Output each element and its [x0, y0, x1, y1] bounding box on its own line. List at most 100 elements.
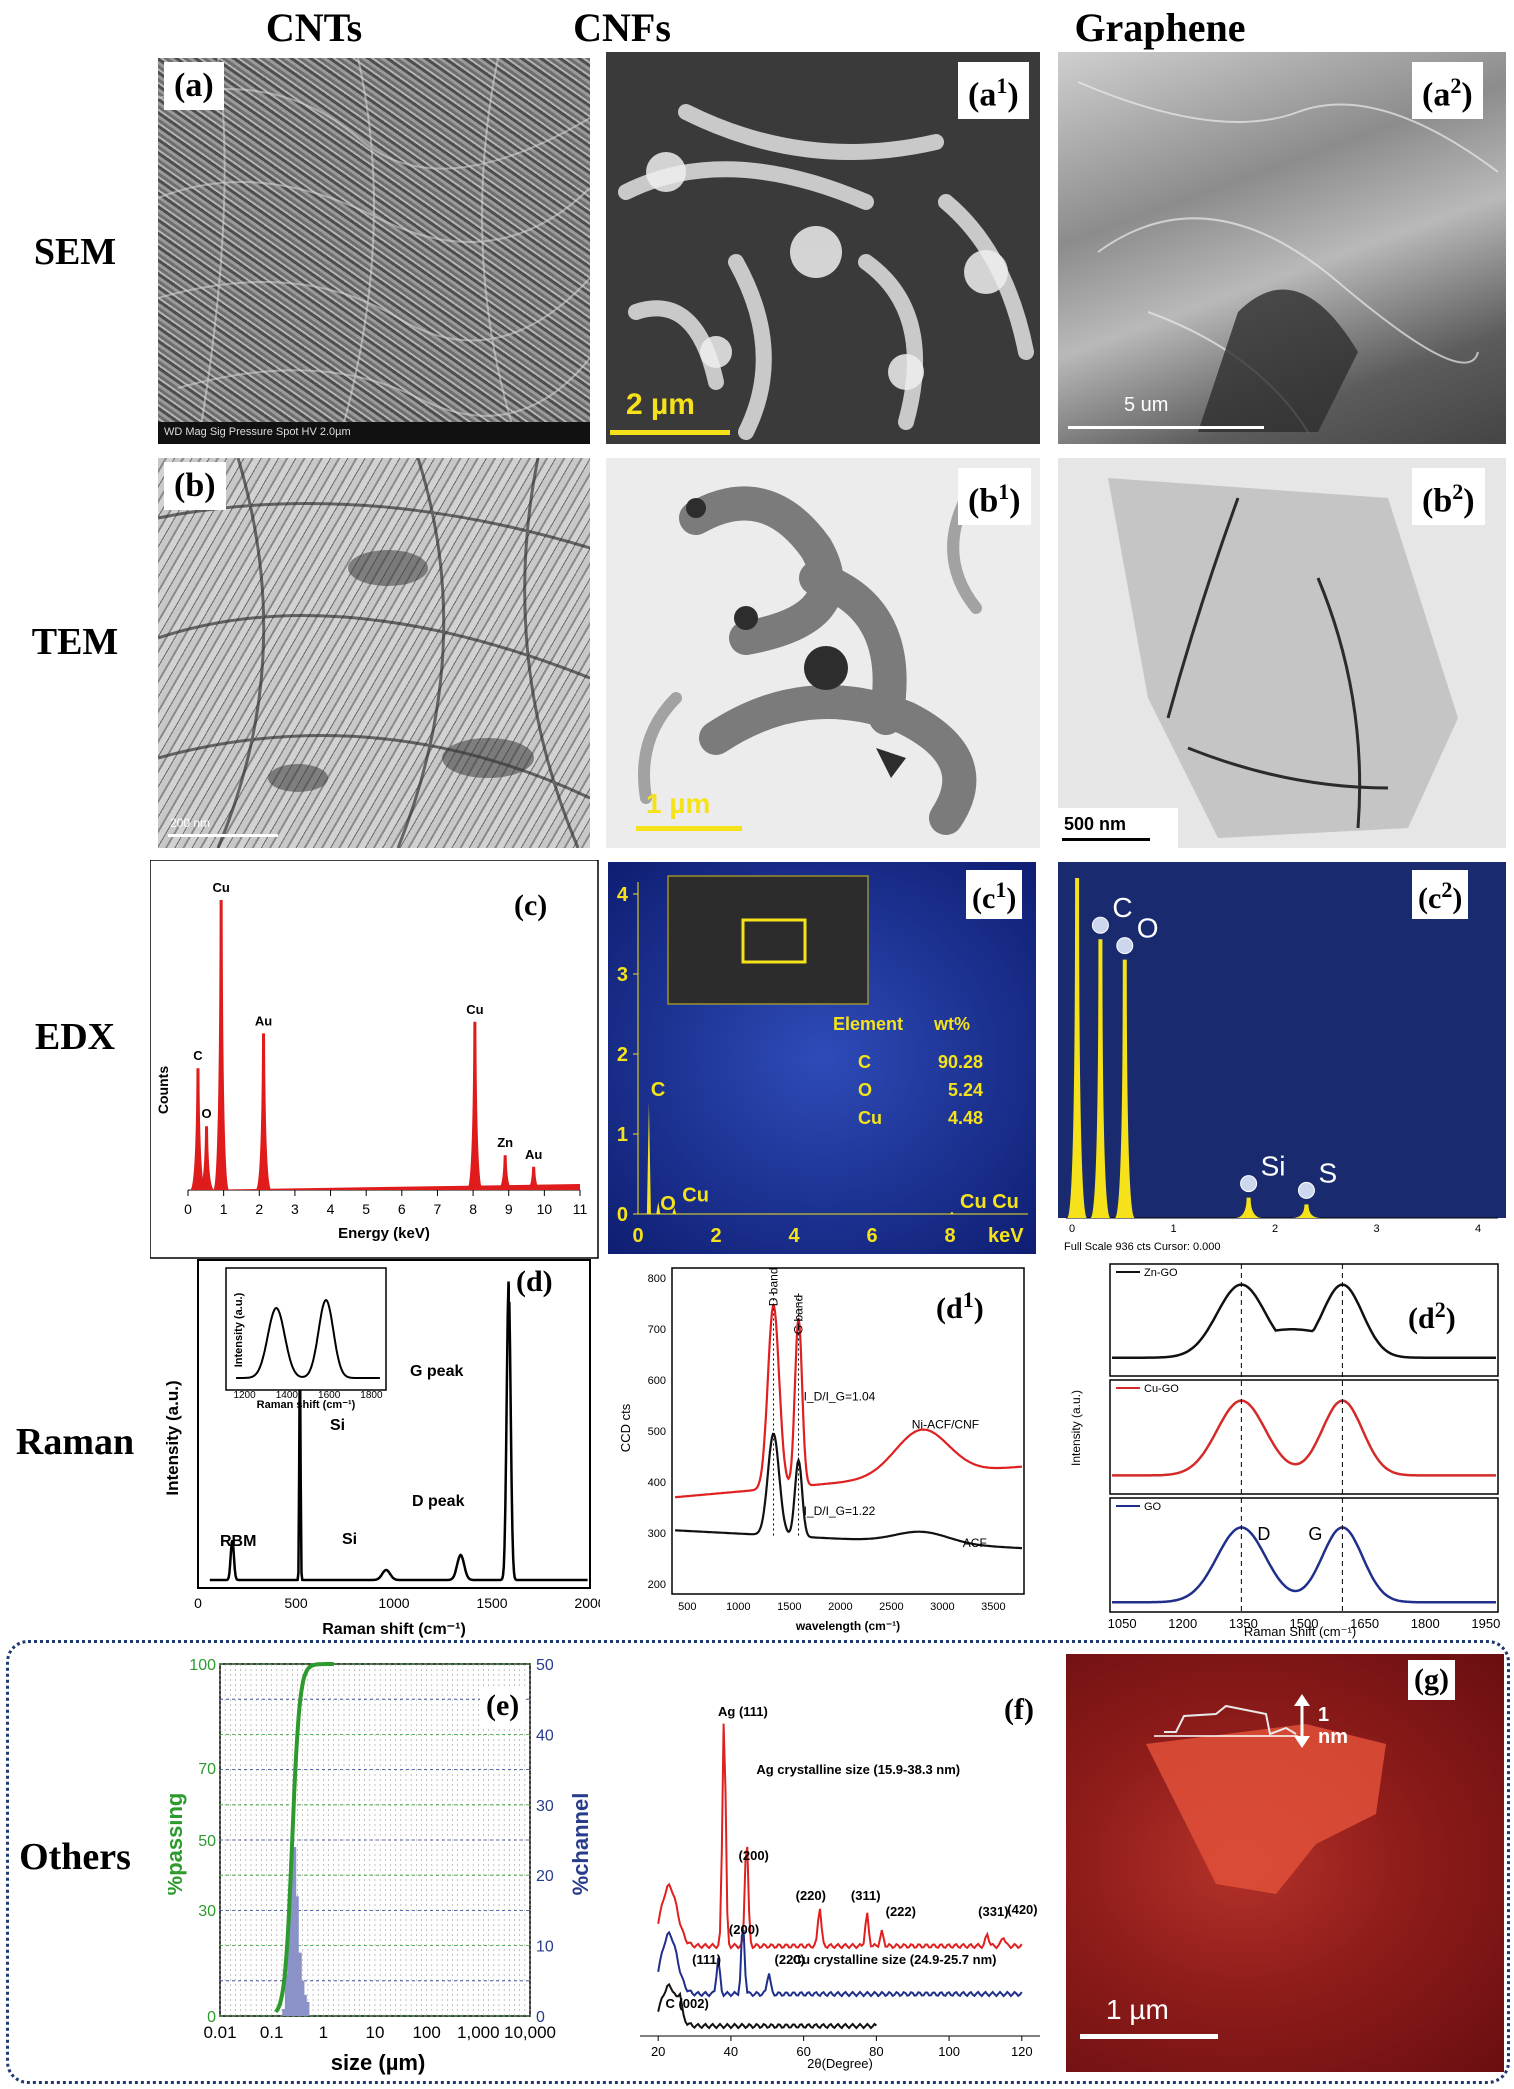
chart-d1-series-acf	[674, 1432, 1022, 1550]
chart-c-peak	[189, 1068, 206, 1190]
chart-d-ylabel: Intensity (a.u.)	[163, 1380, 182, 1495]
chart-d2-subpanel	[1109, 1497, 1499, 1613]
chart-e-xtick-label: 0.1	[260, 2023, 284, 2042]
chart-e-ytick-label: 70	[198, 1761, 216, 1778]
panel-label-a: (a)	[164, 62, 224, 110]
scalebar-b2	[1062, 838, 1150, 841]
chart-c2-peak	[1292, 1204, 1321, 1218]
chart-d2-xtick-label: 1350	[1229, 1616, 1258, 1631]
chart-d-inset	[225, 1267, 387, 1391]
chart-f-peak-label: C (002)	[665, 1996, 708, 2011]
chart-f-series-c	[657, 1982, 878, 2030]
chart-c2-peak-label: C	[1112, 892, 1132, 923]
chart-c2-xtick-label: 4	[1475, 1223, 1481, 1235]
chart-d-xtick-label: 0	[194, 1595, 202, 1611]
chart-c1-peak-label: O	[660, 1193, 676, 1215]
chart-c2-peak-label: S	[1318, 1157, 1337, 1188]
chart-f-peak-label: (311)	[851, 1888, 881, 1903]
chart-d2-series-line	[1112, 1399, 1496, 1477]
chart-f-peak-label: (220)	[775, 1952, 805, 1967]
chart-c2-peak	[1090, 939, 1111, 1218]
chart-f-xtick-label: 60	[796, 2044, 810, 2059]
chart-c1-xtick-label: 2	[710, 1225, 721, 1247]
chart-d1-xtick-label: 1500	[777, 1601, 801, 1613]
scalebar-label-g: 1 µm	[1106, 1994, 1169, 2025]
chart-f-peak-label: Ag (111)	[718, 1704, 768, 1719]
sem-info-bar: WD Mag Sig Pressure Spot HV 2.0µm	[158, 422, 590, 444]
chart-d2-xtick-label: 1050	[1108, 1616, 1137, 1631]
chart-c2-peak-marker	[1091, 916, 1109, 934]
panel-label-d1: (d1)	[930, 1280, 990, 1329]
chart-e-ytick-label: 0	[207, 2009, 216, 2026]
panel-label-b1: (b1)	[958, 468, 1031, 526]
chart-f-xtick-label: 100	[938, 2044, 960, 2059]
chart-d1-xtick-label: 2500	[879, 1601, 903, 1613]
chart-d2-band-label: G	[1308, 1524, 1322, 1544]
chart-c1-xtick-label: 8	[944, 1225, 955, 1247]
edx-c1-inset-image	[667, 875, 869, 1005]
chart-c1-xlabel: keV	[988, 1225, 1024, 1247]
scalebar-label-a2: 5 um	[1124, 394, 1169, 416]
edx-c1-el-0: C	[858, 1052, 871, 1072]
chart-c1-peak-label: Cu Cu	[960, 1191, 1019, 1213]
sem-image-cnts: WD Mag Sig Pressure Spot HV 2.0µm	[158, 58, 590, 444]
chart-e-bar	[287, 1931, 292, 2016]
chart-d-inset-xlabel: Raman shift (cm⁻¹)	[257, 1399, 356, 1411]
xrd-chart: 20 40 60 80 100 120 Ag (111) (200) (220) (311) (2…	[620, 1654, 1060, 2078]
chart-f-series-label: Cu crystalline size (24.9-25.7 nm)	[793, 1952, 997, 1967]
chart-e-xtick-label: 1	[319, 2023, 328, 2042]
chart-d2-xtick-label: 1950	[1471, 1616, 1500, 1631]
chart-c2-peak	[1067, 878, 1088, 1218]
chart-c-xtick-label: 9	[505, 1201, 513, 1217]
chart-e-ytick2-label: 40	[536, 1727, 554, 1744]
chart-e-ytick2-label: 50	[536, 1657, 554, 1674]
chart-d-line	[209, 1281, 588, 1582]
chart-c-peak-label: Cu	[212, 880, 229, 895]
chart-f-xtick-label: 120	[1011, 2044, 1033, 2059]
chart-c1-ytick-label: 3	[617, 964, 628, 986]
column-header-cnts: CNTs	[265, 5, 363, 50]
chart-d-inset-line	[236, 1298, 380, 1379]
cnf-fibers	[618, 104, 1034, 440]
tem-image-graphene	[1058, 458, 1506, 848]
chart-e-passing-curve	[274, 1662, 334, 2014]
graphene-sheets	[1077, 81, 1499, 433]
chart-d-inset-ylabel: Intensity (a.u.)	[233, 1292, 245, 1367]
chart-c2-peak	[1234, 1197, 1263, 1218]
chart-c-peak-label: Cu	[466, 1002, 483, 1017]
row-header-edx: EDX	[34, 1016, 116, 1058]
chart-d1-ytick-label: 500	[648, 1426, 666, 1438]
chart-d-xtick-label: 500	[284, 1595, 308, 1611]
chart-e-bar	[284, 1973, 289, 2016]
chart-c-peak-label: C	[193, 1048, 203, 1063]
edx-c1-el-2: Cu	[858, 1108, 882, 1128]
raman-chart-cnts: 0 500 1000 1500 2000 1200 1400 1600 1800 Raman …	[163, 1259, 600, 1638]
chart-c-xtick-label: 3	[291, 1201, 299, 1217]
chart-e-ytick-label: 50	[198, 1833, 216, 1850]
chart-d1-ytick-label: 300	[648, 1528, 666, 1540]
chart-d-xtick-label: 1500	[476, 1595, 507, 1611]
sem-image-graphene	[1058, 52, 1506, 444]
chart-c-xtick-label: 4	[327, 1201, 335, 1217]
chart-c2-footer: Full Scale 936 cts Cursor: 0.000	[1064, 1241, 1221, 1253]
chart-d-inset-xtick-label: 1400	[276, 1390, 299, 1401]
chart-d1-ytick-label: 800	[648, 1273, 666, 1285]
chart-f-xlabel: 2θ(Degree)	[807, 2056, 873, 2071]
chart-c2-peak	[1114, 959, 1135, 1218]
panel-label-b2: (b2)	[1412, 468, 1485, 526]
chart-d-xtick-label: 1000	[378, 1595, 409, 1611]
chart-c2-peak-label: Si	[1261, 1151, 1286, 1182]
chart-d2-series-line	[1112, 1283, 1496, 1359]
edx-c1-header-wt: wt%	[933, 1014, 970, 1034]
cnt-bundles	[158, 458, 590, 848]
chart-d1-xtick-label: 1000	[726, 1601, 750, 1613]
scalebar-a1	[610, 430, 730, 435]
chart-e-bar	[282, 2008, 287, 2016]
chart-c2-peak-label: O	[1137, 913, 1159, 944]
chart-c-xtick-label: 2	[255, 1201, 263, 1217]
chart-c-xtick-label: 11	[573, 1201, 588, 1217]
chart-c-peak	[525, 1166, 542, 1190]
chart-c2-xtick-label: 2	[1272, 1223, 1278, 1235]
chart-d1-ytick-label: 400	[648, 1477, 666, 1489]
chart-d-annotation: Si	[330, 1417, 345, 1434]
